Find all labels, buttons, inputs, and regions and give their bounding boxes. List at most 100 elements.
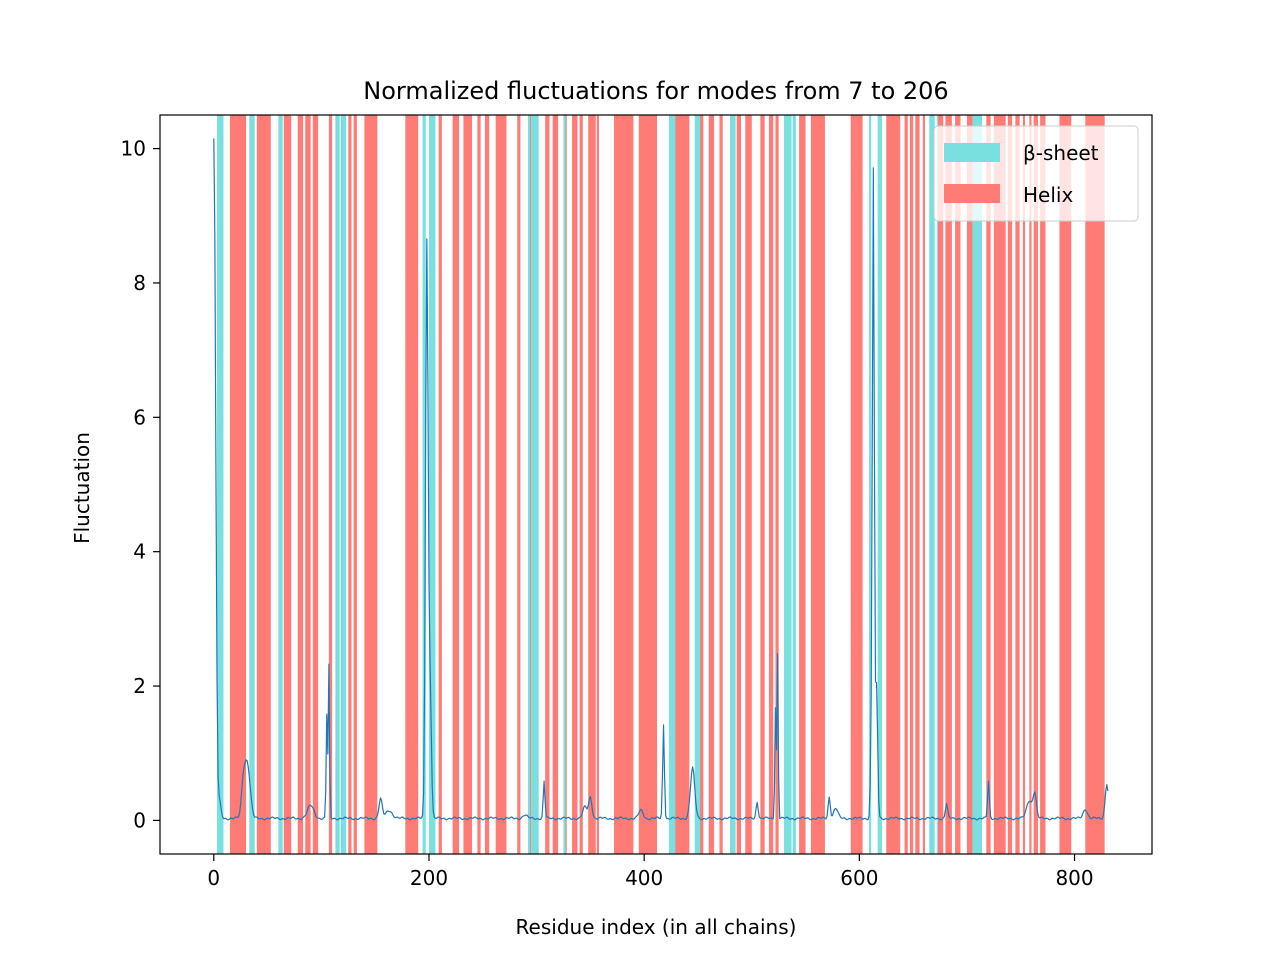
helix-span-47 (945, 115, 952, 854)
y-axis-ticks: 0 2 4 6 8 10 (121, 137, 160, 832)
sheet-span-16 (877, 115, 882, 854)
sheet-span-17 (929, 115, 935, 854)
helix-span-35 (760, 115, 765, 854)
helix-span-58 (1059, 115, 1072, 854)
helix-span-29 (699, 115, 704, 854)
helix-span-30 (708, 115, 715, 854)
helix-span-6 (328, 115, 333, 854)
y-tick-label: 2 (133, 674, 146, 698)
helix-span-14 (477, 115, 481, 854)
sheet-span-8 (531, 115, 539, 854)
sheet-span-2 (278, 115, 283, 854)
helix-span-59 (1085, 115, 1105, 854)
helix-span-51 (993, 115, 1006, 854)
sheet-span-0 (217, 115, 224, 854)
helix-span-25 (596, 115, 599, 854)
sheet-span-1 (249, 115, 255, 854)
x-tick-label: 200 (410, 866, 448, 890)
helix-span-33 (736, 115, 741, 854)
helix-span-5 (312, 115, 319, 854)
y-tick-label: 10 (121, 137, 146, 161)
x-axis-ticks: 0 200 400 600 800 (207, 854, 1094, 890)
helix-span-55 (1029, 115, 1032, 854)
helix-span-26 (614, 115, 634, 854)
x-tick-label: 800 (1055, 866, 1093, 890)
legend-swatch-helix (944, 184, 1000, 203)
helix-span-0 (229, 115, 247, 854)
sheet-span-18 (936, 115, 938, 854)
sheet-span-15 (869, 115, 872, 854)
helix-span-46 (937, 115, 944, 854)
sheet-span-5 (422, 115, 426, 854)
y-tick-label: 0 (133, 808, 146, 832)
legend-swatch-beta-sheet (944, 143, 1000, 162)
helix-span-43 (909, 115, 914, 854)
helix-span-20 (552, 115, 559, 854)
x-tick-label: 400 (625, 866, 663, 890)
fluctuation-line (213, 138, 1109, 821)
helix-span-49 (966, 115, 974, 854)
helix-span-13 (463, 115, 473, 854)
helix-span-48 (955, 115, 961, 854)
x-tick-label: 600 (840, 866, 878, 890)
sheet-span-14 (792, 115, 796, 854)
x-tick-label: 0 (207, 866, 220, 890)
sheet-span-10 (668, 115, 676, 854)
sheet-span-7 (527, 115, 531, 854)
helix-span-52 (1007, 115, 1013, 854)
helix-span-23 (579, 115, 583, 854)
x-axis-label: Residue index (in all chains) (516, 915, 797, 939)
sheet-span-3 (335, 115, 340, 854)
helix-span-41 (886, 115, 901, 854)
sheet-span-12 (730, 115, 736, 854)
helix-span-28 (674, 115, 690, 854)
legend-label-helix: Helix (1023, 183, 1073, 207)
sheet-span-6 (428, 115, 436, 854)
helix-span-39 (810, 115, 825, 854)
secondary-structure-spans (217, 115, 1105, 854)
y-tick-label: 8 (133, 271, 146, 295)
helix-span-4 (305, 115, 311, 854)
helix-span-2 (283, 115, 292, 854)
helix-span-3 (297, 115, 304, 854)
sheet-span-13 (784, 115, 792, 854)
legend-label-beta-sheet: β-sheet (1023, 141, 1099, 165)
sheet-span-11 (694, 115, 701, 854)
helix-span-22 (572, 115, 578, 854)
helix-span-12 (452, 115, 460, 854)
fluctuation-line-group (213, 138, 1109, 821)
helix-span-40 (850, 115, 863, 854)
helix-span-53 (1015, 115, 1020, 854)
helix-span-15 (484, 115, 490, 854)
helix-span-27 (638, 115, 658, 854)
helix-span-9 (364, 115, 378, 854)
helix-span-57 (1040, 115, 1046, 854)
helix-span-38 (799, 115, 806, 854)
helix-span-1 (256, 115, 271, 854)
y-axis-label: Fluctuation (70, 432, 94, 544)
helix-span-11 (438, 115, 442, 854)
helix-span-31 (719, 115, 723, 854)
chart-title: Normalized fluctuations for modes from 7… (363, 77, 948, 105)
y-tick-label: 4 (133, 540, 146, 564)
helix-span-17 (517, 115, 521, 854)
legend: β-sheet Helix (933, 125, 1139, 222)
helix-span-37 (775, 115, 779, 854)
sheet-span-4 (340, 115, 347, 854)
helix-span-8 (353, 115, 357, 854)
helix-span-7 (348, 115, 352, 854)
sheet-span-9 (563, 115, 566, 854)
helix-span-42 (904, 115, 908, 854)
helix-span-54 (1022, 115, 1026, 854)
sheet-span-19 (972, 115, 983, 854)
helix-span-45 (922, 115, 925, 854)
helix-span-19 (545, 115, 550, 854)
helix-span-56 (1033, 115, 1038, 854)
helix-span-16 (495, 115, 507, 854)
helix-span-50 (986, 115, 991, 854)
helix-span-10 (405, 115, 419, 854)
helix-span-36 (768, 115, 774, 854)
helix-span-44 (915, 115, 920, 854)
helix-span-24 (588, 115, 596, 854)
